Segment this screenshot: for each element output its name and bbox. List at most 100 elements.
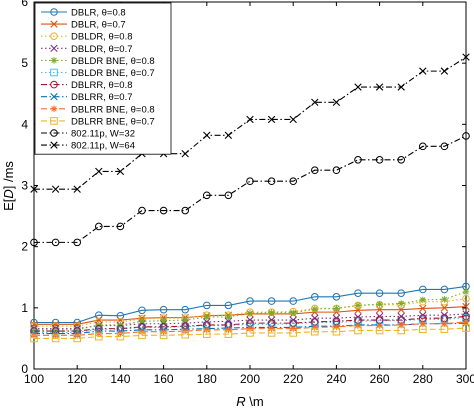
series-0-point-2-shape: [73, 318, 81, 327]
series-layer: [30, 53, 470, 343]
series-11-point-8-shape: [203, 131, 211, 140]
series-4-point-10: [246, 310, 254, 317]
series-4-point-5-shape: [138, 317, 146, 325]
series-11-point-0-shape: [30, 185, 38, 193]
series-10-point-5: [138, 206, 146, 215]
legend-label-7: DBLRR, θ=0.7: [71, 92, 133, 103]
series-9-point-19: [440, 325, 449, 334]
series-11-point-8: [203, 131, 211, 140]
series-9-point-16-shape: [375, 326, 384, 335]
series-4-point-0: [30, 326, 38, 334]
legend-marker-10-shape: [50, 129, 58, 137]
series-11-point-0: [30, 185, 38, 193]
series-0-point-16: [375, 289, 384, 297]
series-4-point-18: [419, 296, 427, 304]
series-4-point-8-shape: [203, 313, 211, 321]
legend-marker-3-shape: [50, 44, 58, 52]
series-8-point-17: [397, 321, 405, 329]
legend-marker-4: [50, 57, 58, 64]
series-8-point-19-shape: [441, 320, 448, 328]
series-4-point-6: [160, 317, 167, 324]
series-0-point-12-shape: [289, 297, 298, 305]
series-10-point-4-shape: [116, 222, 125, 231]
series-9-point-20: [462, 324, 470, 332]
series-8-point-16: [376, 322, 383, 329]
series-line-9: [34, 327, 467, 339]
series-10-point-3: [95, 222, 103, 231]
series-10-point-18-shape: [419, 142, 427, 151]
y-tick-label-5: 5: [21, 56, 28, 70]
series-10-point-4: [116, 222, 125, 231]
series-11-point-11-shape: [267, 115, 276, 124]
series-11-point-13: [311, 98, 319, 107]
series-9-point-6: [159, 331, 168, 340]
series-10-point-18: [419, 142, 427, 151]
series-10-point-13-shape: [311, 166, 319, 175]
legend-marker-3: [50, 44, 58, 52]
x-tick-label-220: 220: [283, 372, 303, 386]
series-4-point-1-shape: [52, 326, 59, 334]
series-0-point-11-shape: [267, 297, 276, 305]
series-0-point-6: [159, 305, 168, 314]
series-0-point-12: [289, 297, 298, 305]
series-11-point-11: [267, 115, 276, 124]
series-1-point-20-shape: [462, 302, 470, 311]
series-11-point-1-shape: [51, 185, 60, 193]
series-10-point-16: [375, 156, 384, 164]
series-10-point-12: [289, 177, 298, 186]
series-0-point-13: [311, 293, 319, 301]
x-axis-title: R \m: [236, 394, 263, 409]
legend-marker-1-shape: [50, 20, 58, 28]
y-tick-label-0: 0: [21, 362, 28, 376]
series-4-point-7-shape: [181, 316, 189, 324]
y-tick-label-1: 1: [21, 301, 28, 315]
legend-label-0: DBLR, θ=0.8: [71, 8, 126, 19]
series-10-point-13: [311, 166, 319, 175]
series-11-point-13-shape: [311, 98, 319, 107]
series-0-point-2: [73, 318, 81, 327]
legend-label-3: DBLDR, θ=0.7: [71, 44, 133, 55]
legend-marker-7-shape: [50, 93, 58, 101]
series-9-point-9: [224, 330, 233, 338]
series-1-point-20: [462, 302, 470, 311]
x-axis-title-var: R: [236, 394, 245, 409]
legend-marker-8-shape: [50, 105, 58, 113]
series-4-point-19-shape: [441, 295, 448, 303]
series-0-point-15-shape: [354, 289, 362, 297]
series-9-point-8-shape: [203, 330, 211, 338]
series-10-point-7: [181, 206, 189, 215]
series-9-point-4-shape: [116, 332, 125, 341]
y-axis-title-var: D: [1, 189, 16, 198]
legend-item-9: DBLRR BNE, θ=0.7: [41, 116, 155, 127]
series-8-point-11-shape: [268, 325, 275, 332]
series-4-point-11-shape: [268, 309, 275, 317]
series-8-point-20: [462, 318, 470, 326]
series-0-point-5-shape: [138, 306, 146, 315]
series-11-point-2-shape: [73, 185, 81, 193]
legend-item-4: DBLDR BNE, θ=0.8: [41, 56, 155, 67]
series-11-point-9: [224, 131, 233, 140]
x-tick-label-120: 120: [67, 372, 87, 386]
series-4-point-15: [354, 302, 362, 309]
series-10-point-20: [462, 132, 470, 140]
x-tick-label-160: 160: [154, 372, 174, 386]
series-10-point-2-shape: [73, 238, 81, 247]
series-9-point-10: [246, 329, 254, 337]
series-0-point-17-shape: [397, 289, 406, 297]
series-9-point-13-shape: [311, 327, 319, 336]
series-11-point-10-shape: [246, 115, 254, 124]
series-1-point-19-shape: [440, 304, 449, 312]
series-0-point-1-shape: [51, 318, 60, 327]
series-11-point-19: [440, 67, 449, 75]
legend-marker-4-shape: [50, 57, 58, 64]
series-11-point-16-shape: [375, 83, 384, 91]
series-10-point-12-shape: [289, 177, 298, 186]
series-0-point-19-shape: [440, 285, 449, 294]
series-0-point-13-shape: [311, 293, 319, 301]
series-9: [30, 324, 470, 343]
series-0-point-1: [51, 318, 60, 327]
series-11-point-7-shape: [181, 150, 189, 158]
series-10-point-14: [332, 166, 341, 175]
legend-label-5: DBLDR BNE, θ=0.7: [71, 68, 155, 79]
series-0-point-10: [246, 297, 254, 305]
